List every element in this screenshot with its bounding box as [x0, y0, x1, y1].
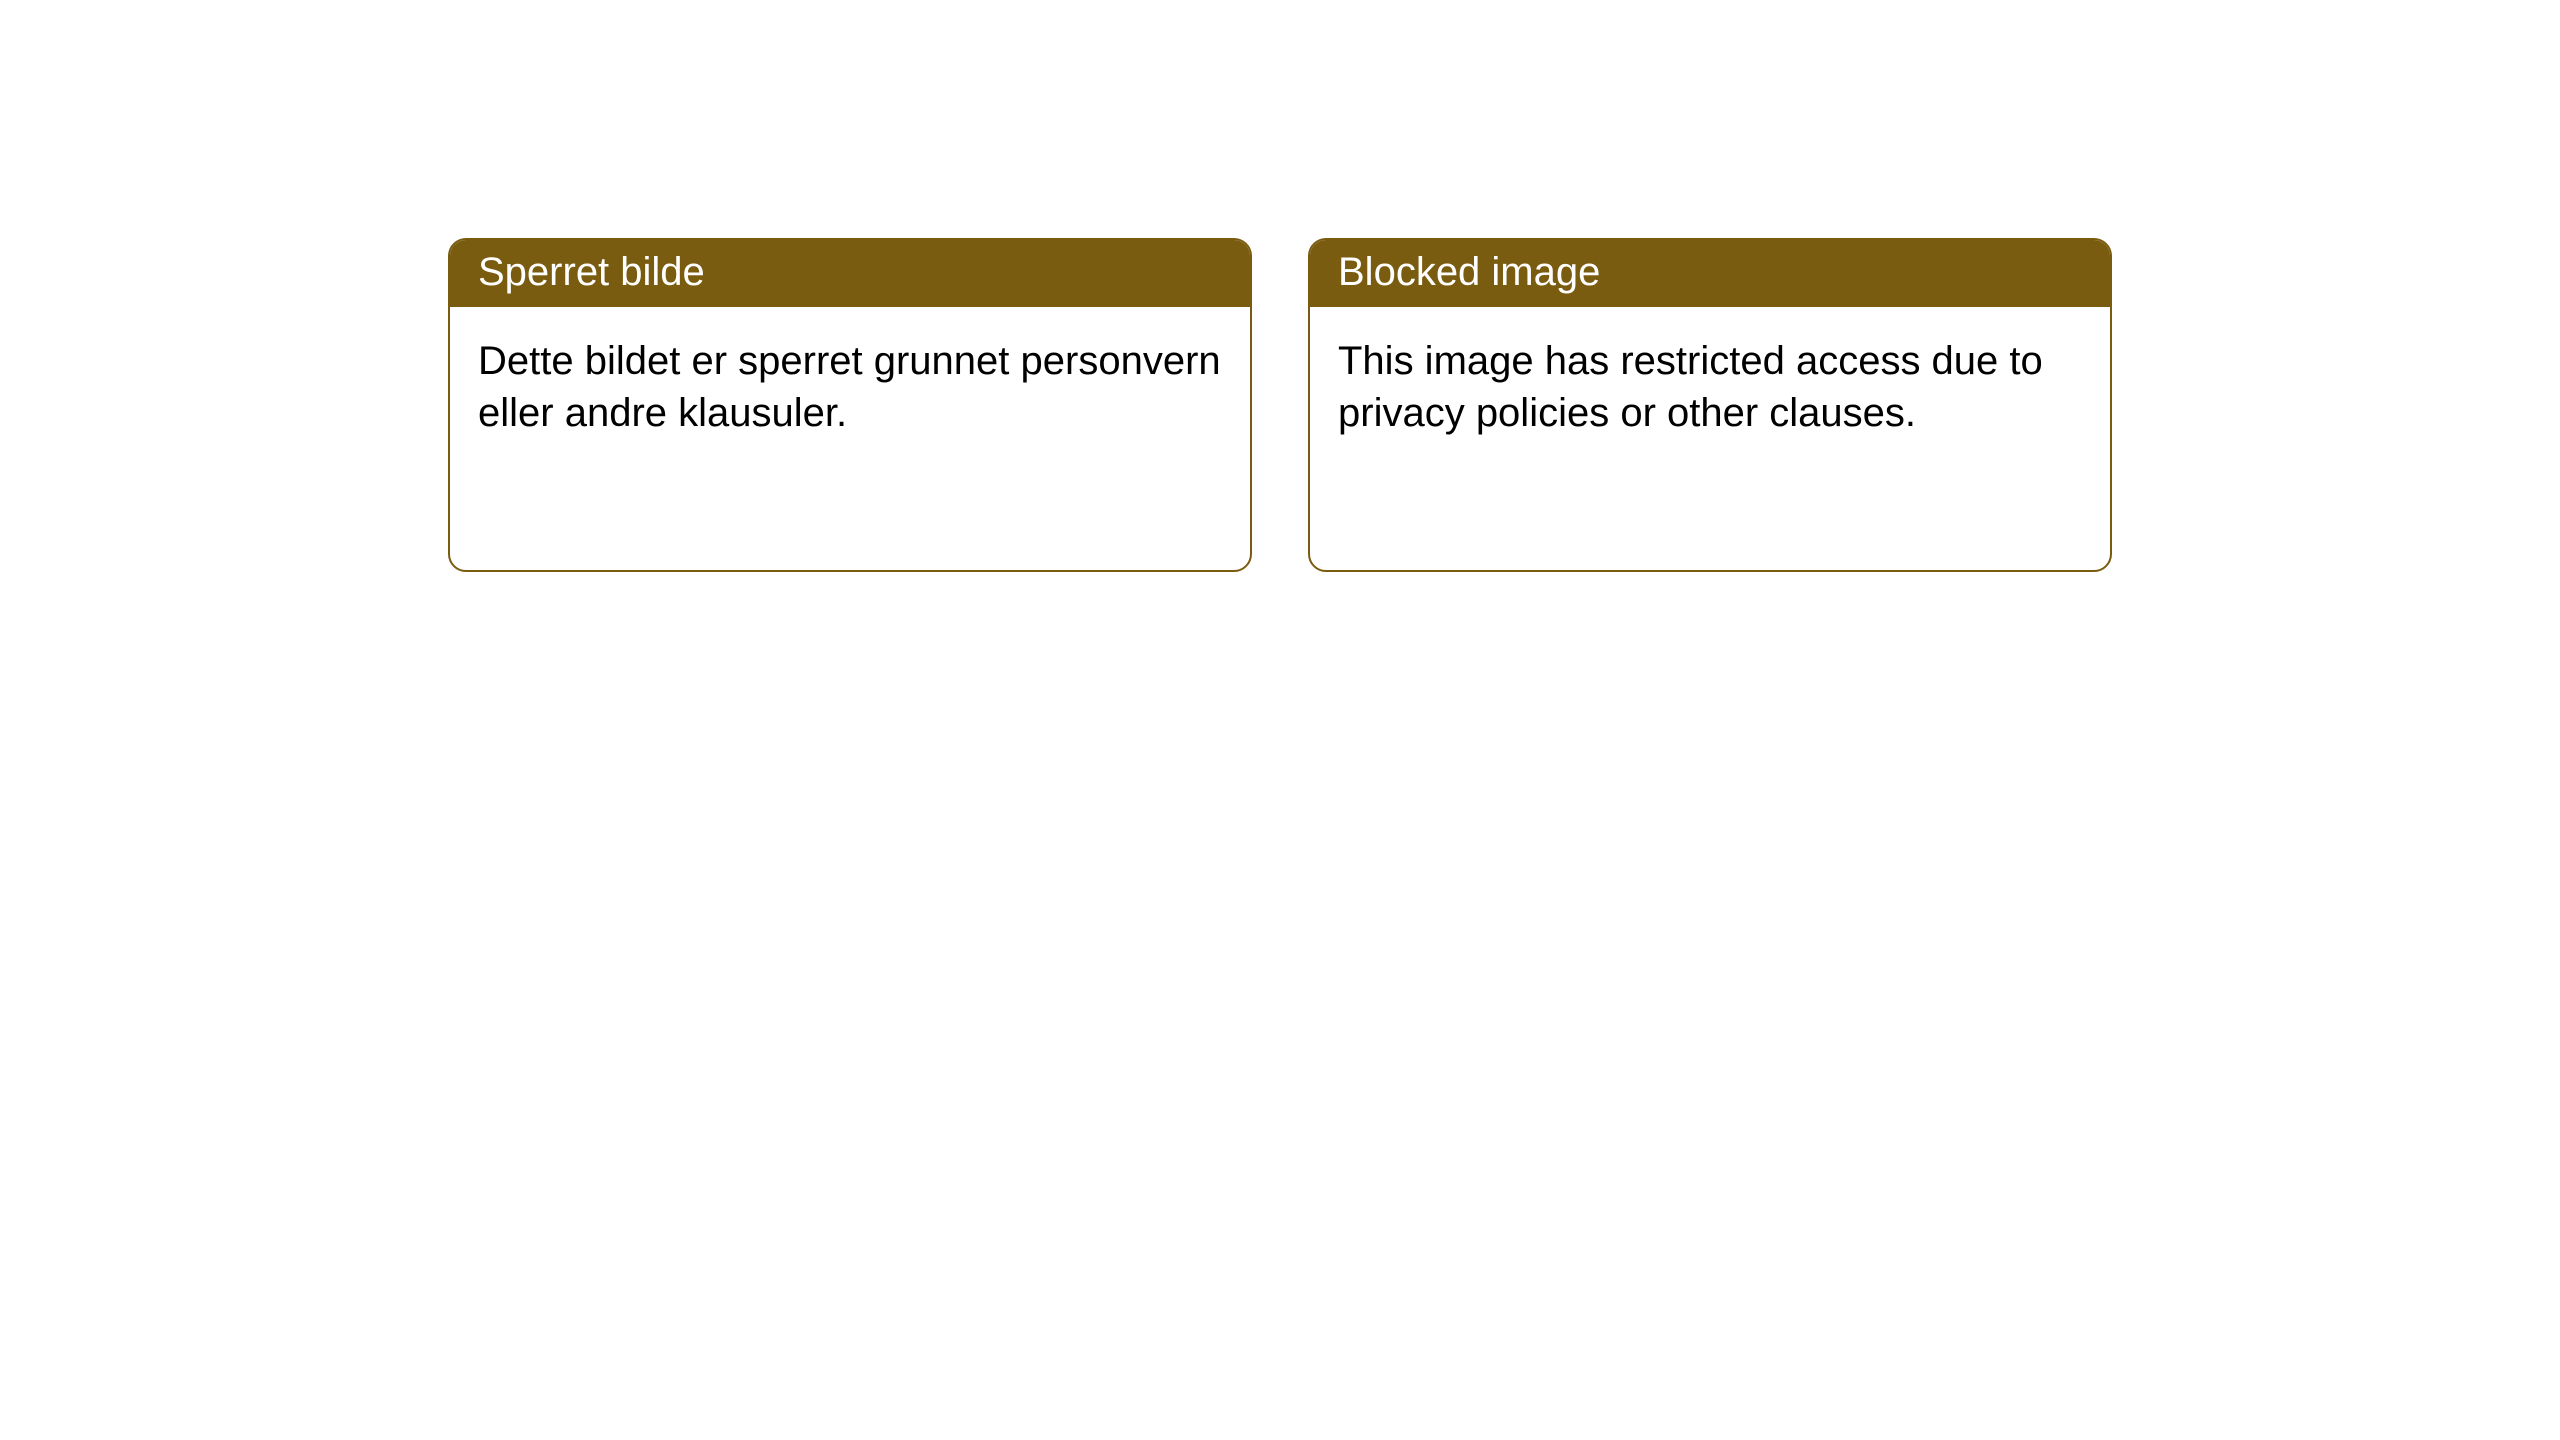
notice-body-text: Dette bildet er sperret grunnet personve… [478, 339, 1221, 435]
notice-card-norwegian: Sperret bilde Dette bildet er sperret gr… [448, 238, 1252, 572]
notice-header: Blocked image [1310, 240, 2110, 307]
notice-header: Sperret bilde [450, 240, 1250, 307]
notice-body-text: This image has restricted access due to … [1338, 339, 2043, 435]
notice-title: Blocked image [1338, 250, 1600, 294]
notice-body: Dette bildet er sperret grunnet personve… [450, 307, 1250, 467]
notice-title: Sperret bilde [478, 250, 705, 294]
notice-body: This image has restricted access due to … [1310, 307, 2110, 467]
notice-card-english: Blocked image This image has restricted … [1308, 238, 2112, 572]
notice-container: Sperret bilde Dette bildet er sperret gr… [0, 0, 2560, 572]
